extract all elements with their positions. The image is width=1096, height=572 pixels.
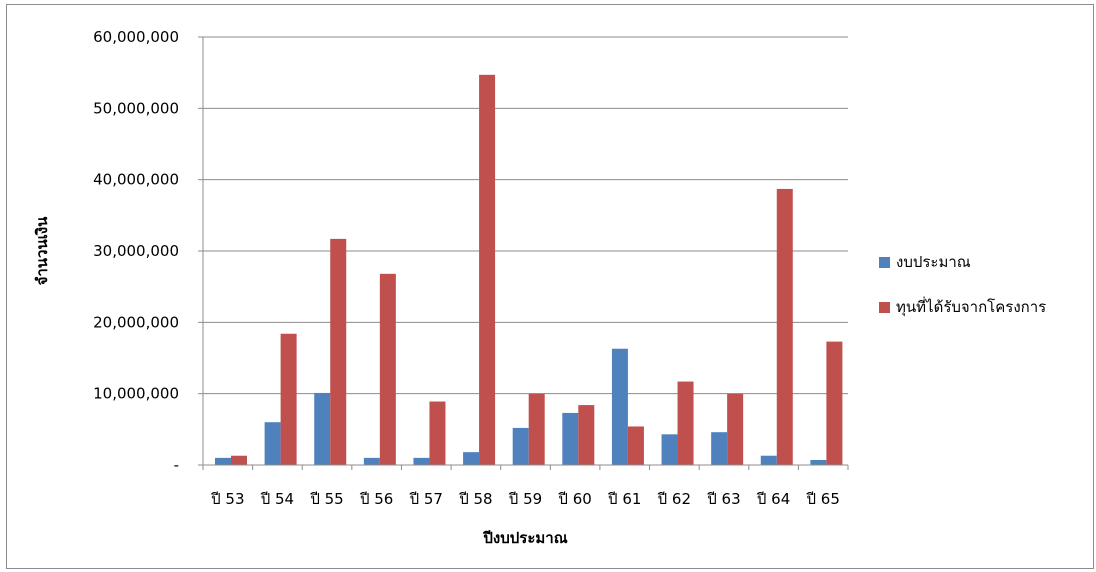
bar-project-funding <box>776 188 793 465</box>
legend-label-budget: งบประมาณ <box>896 253 971 271</box>
gridlines <box>203 36 848 395</box>
bar-project-funding <box>826 341 843 465</box>
bar-project-funding <box>379 273 396 465</box>
bar-budget <box>711 432 728 465</box>
x-tick-label: ปี 65 <box>806 490 840 508</box>
bar-budget <box>264 422 281 465</box>
bar-project-funding <box>727 393 744 465</box>
bar-project-funding <box>578 405 595 465</box>
bar-budget <box>215 457 231 465</box>
bar-project-funding <box>528 393 545 465</box>
x-tick-label: ปี 61 <box>607 490 641 508</box>
y-axis-title: จำนวนเงิน <box>33 216 51 286</box>
bars <box>215 74 843 465</box>
chart-frame: - 10,000,000 20,000,000 30,000,000 40,000,00… <box>6 4 1094 569</box>
bar-budget <box>512 427 529 465</box>
bar-project-funding <box>330 238 347 465</box>
bar-project-funding <box>231 455 247 465</box>
bar-project-funding <box>627 426 644 465</box>
y-tick-label: 40,000,000 <box>93 171 179 189</box>
bar-budget <box>314 392 331 465</box>
x-tick-label: ปี 63 <box>706 490 740 508</box>
y-tick-label: 10,000,000 <box>93 385 179 403</box>
y-tick-label: 50,000,000 <box>93 99 179 117</box>
y-tick-label: 30,000,000 <box>93 242 179 260</box>
legend-swatch-budget <box>879 257 890 268</box>
bar-budget <box>810 460 827 465</box>
x-tick-label: ปี 64 <box>756 490 790 508</box>
x-tick-label: ปี 57 <box>409 490 443 508</box>
y-tick-label: 20,000,000 <box>93 313 179 331</box>
x-tick-label: ปี 55 <box>309 490 343 508</box>
bar-chart: - 10,000,000 20,000,000 30,000,000 40,000,00… <box>33 28 1046 547</box>
bar-budget <box>611 348 628 465</box>
legend-swatch-project-funding <box>879 302 890 313</box>
x-tick-label: ปี 59 <box>508 490 542 508</box>
y-tick-label: 60,000,000 <box>93 28 179 46</box>
bar-budget <box>760 455 777 465</box>
x-tick-label: ปี 62 <box>657 490 691 508</box>
x-tick-label: ปี 53 <box>210 490 244 508</box>
legend-label-project-funding: ทุนที่ได้รับจากโครงการ <box>896 296 1046 317</box>
bar-budget <box>463 452 480 465</box>
x-tick-label: ปี 60 <box>557 490 591 508</box>
x-tick-label: ปี 54 <box>260 490 294 508</box>
bar-project-funding <box>677 381 694 465</box>
bar-budget <box>661 434 678 465</box>
y-tick-label: - <box>174 456 179 474</box>
x-tick-label: ปี 58 <box>458 490 492 508</box>
legend: งบประมาณ ทุนที่ได้รับจากโครงการ <box>879 253 1046 317</box>
bar-project-funding <box>429 401 446 465</box>
axes <box>198 36 849 470</box>
bar-project-funding <box>479 74 496 465</box>
tick-labels: - 10,000,000 20,000,000 30,000,000 40,000,00… <box>93 28 840 508</box>
bar-budget <box>413 457 430 465</box>
x-axis-title: ปีงบประมาณ <box>482 529 567 547</box>
x-tick-label: ปี 56 <box>359 490 393 508</box>
bar-project-funding <box>280 333 297 465</box>
bar-budget <box>363 457 380 465</box>
bar-budget <box>562 412 579 465</box>
